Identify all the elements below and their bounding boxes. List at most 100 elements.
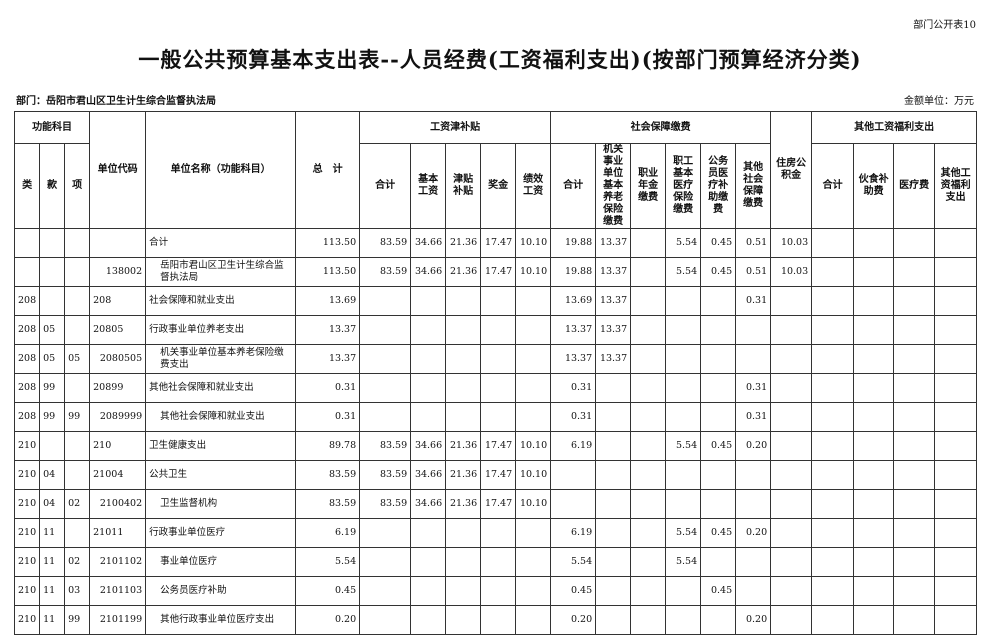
func-code-cell: [64, 373, 91, 403]
unit-code-cell: 2089999: [89, 402, 147, 432]
amount-cell: 89.78: [295, 431, 361, 461]
amount-cell: [853, 547, 895, 577]
header-housing: 住房公积金: [770, 111, 813, 229]
amount-cell: [811, 460, 855, 490]
amount-cell: 0.45: [700, 518, 737, 548]
amount-cell: 17.47: [480, 489, 517, 519]
amount-cell: [893, 373, 936, 403]
amount-cell: 83.59: [359, 228, 412, 258]
func-code-cell: 210: [13, 431, 41, 461]
func-code-cell: 99: [64, 605, 91, 635]
amount-cell: [934, 431, 978, 461]
amount-cell: [445, 286, 482, 316]
amount-cell: [515, 605, 552, 635]
amount-cell: 13.37: [550, 315, 597, 345]
unit-name-cell: 卫生健康支出: [145, 431, 297, 461]
amount-cell: [480, 402, 517, 432]
func-code-cell: 02: [64, 547, 91, 577]
amount-cell: 13.37: [595, 315, 632, 345]
amount-cell: 19.88: [550, 228, 597, 258]
amount-cell: [665, 286, 702, 316]
form-number: 部门公开表10: [913, 20, 976, 31]
amount-cell: [735, 489, 772, 519]
unit-name-cell: 公共卫生: [145, 460, 297, 490]
amount-cell: [410, 518, 447, 548]
unit-code-cell: 210: [89, 431, 147, 461]
header-code: 单位代码: [89, 111, 147, 229]
amount-cell: [480, 518, 517, 548]
amount-cell: 13.37: [550, 344, 597, 374]
amount-cell: [445, 547, 482, 577]
amount-cell: [359, 402, 412, 432]
amount-cell: [811, 315, 855, 345]
unit-label: 金额单位：万元: [904, 96, 974, 107]
amount-cell: [893, 286, 936, 316]
amount-cell: [934, 605, 978, 635]
amount-cell: [515, 576, 552, 606]
amount-cell: [893, 605, 936, 635]
amount-cell: 0.31: [295, 373, 361, 403]
func-code-cell: 03: [64, 576, 91, 606]
amount-cell: [359, 344, 412, 374]
amount-cell: [770, 489, 813, 519]
amount-cell: [811, 373, 855, 403]
amount-cell: 13.37: [295, 315, 361, 345]
amount-cell: 13.37: [595, 286, 632, 316]
amount-cell: [770, 344, 813, 374]
amount-cell: 5.54: [665, 228, 702, 258]
amount-cell: [853, 257, 895, 287]
amount-cell: [893, 518, 936, 548]
amount-cell: 0.20: [735, 431, 772, 461]
amount-cell: [595, 431, 632, 461]
amount-cell: [811, 257, 855, 287]
func-code-cell: [39, 286, 66, 316]
func-code-cell: 208: [13, 344, 41, 374]
amount-cell: [934, 373, 978, 403]
header-social-col: 合计: [550, 143, 597, 229]
amount-cell: [515, 402, 552, 432]
func-code-cell: [39, 257, 66, 287]
amount-cell: 21.36: [445, 460, 482, 490]
func-code-cell: [64, 257, 91, 287]
amount-cell: [665, 576, 702, 606]
amount-cell: [410, 402, 447, 432]
amount-cell: 5.54: [295, 547, 361, 577]
header-other: 其他工资福利支出: [811, 111, 978, 144]
amount-cell: [630, 257, 667, 287]
amount-cell: [853, 286, 895, 316]
amount-cell: [811, 402, 855, 432]
amount-cell: [550, 460, 597, 490]
amount-cell: [359, 605, 412, 635]
unit-name-cell: 社会保障和就业支出: [145, 286, 297, 316]
amount-cell: [770, 373, 813, 403]
amount-cell: 0.45: [700, 257, 737, 287]
amount-cell: 5.54: [665, 547, 702, 577]
unit-code-cell: 20899: [89, 373, 147, 403]
header-wage-col: 绩效工资: [515, 143, 552, 229]
table-row: 210 210 卫生健康支出 89.78 83.59 34.66 21.36 17.47 10.…: [13, 431, 978, 461]
amount-cell: 0.45: [295, 576, 361, 606]
func-code-cell: 04: [39, 460, 66, 490]
amount-cell: [853, 518, 895, 548]
header-wage-col: 津贴补贴: [445, 143, 482, 229]
unit-code-cell: 2100402: [89, 489, 147, 519]
amount-cell: [359, 286, 412, 316]
amount-cell: [893, 402, 936, 432]
amount-cell: [359, 373, 412, 403]
amount-cell: [630, 576, 667, 606]
func-code-cell: 02: [64, 489, 91, 519]
amount-cell: [630, 605, 667, 635]
func-code-cell: [64, 431, 91, 461]
amount-cell: [853, 344, 895, 374]
amount-cell: [480, 605, 517, 635]
func-code-cell: [64, 518, 91, 548]
amount-cell: [893, 576, 936, 606]
func-code-cell: [39, 431, 66, 461]
header-social-col: 其他社会保障缴费: [735, 143, 772, 229]
amount-cell: [853, 228, 895, 258]
amount-cell: 5.54: [665, 518, 702, 548]
amount-cell: 34.66: [410, 489, 447, 519]
amount-cell: [770, 460, 813, 490]
unit-code-cell: 2080505: [89, 344, 147, 374]
amount-cell: [445, 402, 482, 432]
